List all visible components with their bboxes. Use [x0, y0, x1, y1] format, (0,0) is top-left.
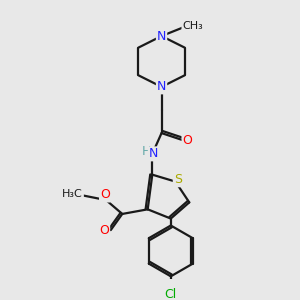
Text: Cl: Cl — [165, 288, 177, 300]
Text: S: S — [174, 173, 182, 186]
Text: O: O — [182, 134, 192, 146]
Text: N: N — [157, 80, 166, 93]
Text: H₃C: H₃C — [62, 189, 83, 199]
Text: CH₃: CH₃ — [182, 21, 203, 31]
Text: N: N — [149, 147, 158, 161]
Text: O: O — [100, 188, 110, 202]
Text: H: H — [142, 145, 151, 158]
Text: N: N — [157, 29, 166, 43]
Text: O: O — [99, 224, 109, 237]
